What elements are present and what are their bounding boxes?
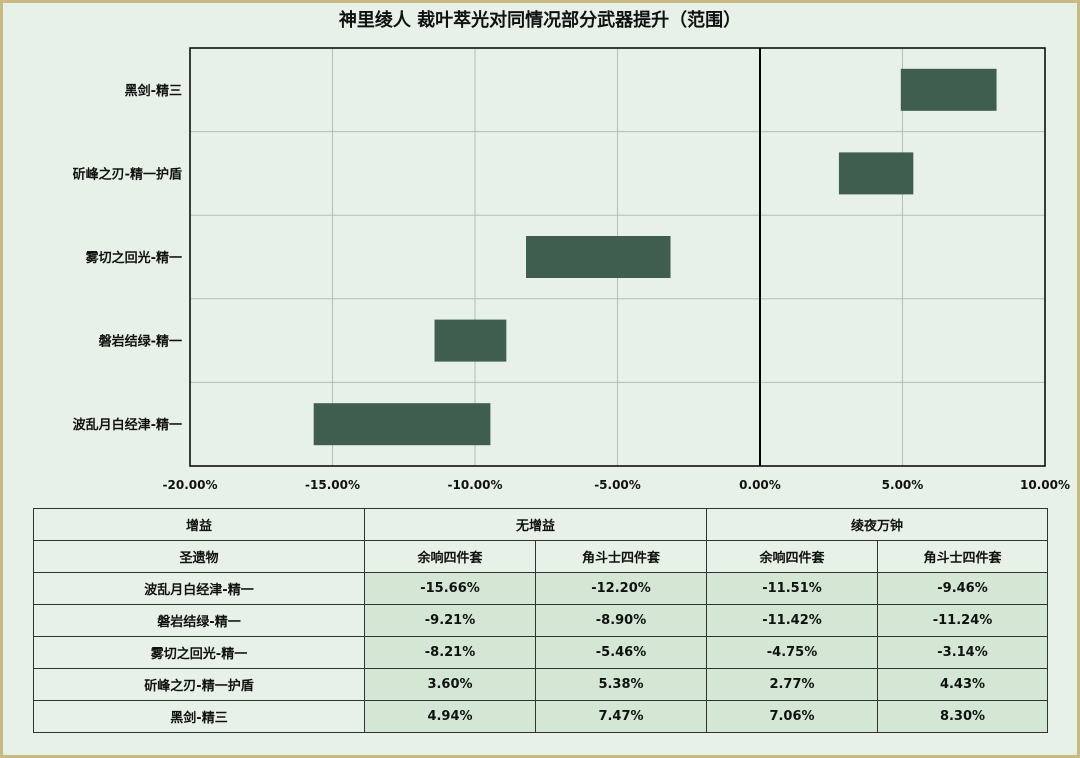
value-cell: 5.38% <box>535 668 707 701</box>
y-category-label: 雾切之回光-精一 <box>85 250 182 266</box>
chart-title: 神里绫人 裁叶萃光对同情况部分武器提升（范围） <box>338 10 742 31</box>
x-tick-label: -5.00% <box>594 478 641 492</box>
data-table: 增益 无增益 绫夜万钟 圣遗物 余响四件套 角斗士四件套 余响四件套 角斗士四件… <box>33 508 1048 733</box>
header-cell: 余响四件套 <box>364 540 536 573</box>
range-bar <box>313 403 491 446</box>
x-tick-label: 0.00% <box>739 478 781 492</box>
table-row: 黑剑-精三 4.94% 7.47% 7.06% 8.30% <box>33 700 1048 733</box>
header-cell: 绫夜万钟 <box>706 508 1048 541</box>
range-bar-chart: -20.00% -15.00% -10.00% -5.00% 0.00% 5.00% 10.… <box>73 47 1070 492</box>
value-cell: -11.42% <box>706 604 878 637</box>
table-row: 雾切之回光-精一 -8.21% -5.46% -4.75% -3.14% <box>33 636 1048 669</box>
weapon-name-cell: 磐岩结绿-精一 <box>33 604 365 637</box>
range-bar <box>526 236 671 278</box>
x-tick-label: -10.00% <box>448 478 503 492</box>
y-category-label: 波乱月白经津-精一 <box>73 417 182 433</box>
value-cell: 7.06% <box>706 700 878 733</box>
weapon-name-cell: 斫峰之刃-精一护盾 <box>33 668 365 701</box>
value-cell: -3.14% <box>877 636 1048 669</box>
weapon-name-cell: 雾切之回光-精一 <box>33 636 365 669</box>
value-cell: -5.46% <box>535 636 707 669</box>
plot-border <box>189 47 1046 467</box>
x-tick-label: -20.00% <box>163 478 218 492</box>
table-row: 斫峰之刃-精一护盾 3.60% 5.38% 2.77% 4.43% <box>33 668 1048 701</box>
value-cell: -8.90% <box>535 604 707 637</box>
value-cell: 8.30% <box>877 700 1048 733</box>
x-tick-label: 5.00% <box>882 478 924 492</box>
value-cell: 7.47% <box>535 700 707 733</box>
value-cell: 4.43% <box>877 668 1048 701</box>
value-cell: -11.51% <box>706 572 878 605</box>
weapon-name-cell: 波乱月白经津-精一 <box>33 572 365 605</box>
weapon-name-cell: 黑剑-精三 <box>33 700 365 733</box>
range-bar <box>838 152 914 195</box>
header-cell: 增益 <box>33 508 365 541</box>
header-cell: 无增益 <box>364 508 707 541</box>
value-cell: 2.77% <box>706 668 878 701</box>
value-cell: -8.21% <box>364 636 536 669</box>
value-cell: -9.21% <box>364 604 536 637</box>
value-cell: 4.94% <box>364 700 536 733</box>
y-category-label: 黑剑-精三 <box>125 83 182 99</box>
value-cell: -4.75% <box>706 636 878 669</box>
header-cell: 余响四件套 <box>706 540 878 573</box>
table-header-row-1: 增益 无增益 绫夜万钟 <box>33 508 1048 541</box>
range-bar <box>434 319 507 362</box>
x-tick-label: 10.00% <box>1020 478 1070 492</box>
value-cell: 3.60% <box>364 668 536 701</box>
y-category-label: 斫峰之刃-精一护盾 <box>73 166 182 182</box>
table-header-row-2: 圣遗物 余响四件套 角斗士四件套 余响四件套 角斗士四件套 <box>33 540 1048 573</box>
value-cell: -12.20% <box>535 572 707 605</box>
x-tick-label: -15.00% <box>305 478 360 492</box>
value-cell: -11.24% <box>877 604 1048 637</box>
table-row: 波乱月白经津-精一 -15.66% -12.20% -11.51% -9.46% <box>33 572 1048 605</box>
table-row: 磐岩结绿-精一 -9.21% -8.90% -11.42% -11.24% <box>33 604 1048 637</box>
range-bar <box>900 68 997 111</box>
y-category-label: 磐岩结绿-精一 <box>99 334 182 350</box>
header-cell: 角斗士四件套 <box>877 540 1048 573</box>
value-cell: -9.46% <box>877 572 1048 605</box>
header-cell: 圣遗物 <box>33 540 365 573</box>
header-cell: 角斗士四件套 <box>535 540 707 573</box>
value-cell: -15.66% <box>364 572 536 605</box>
